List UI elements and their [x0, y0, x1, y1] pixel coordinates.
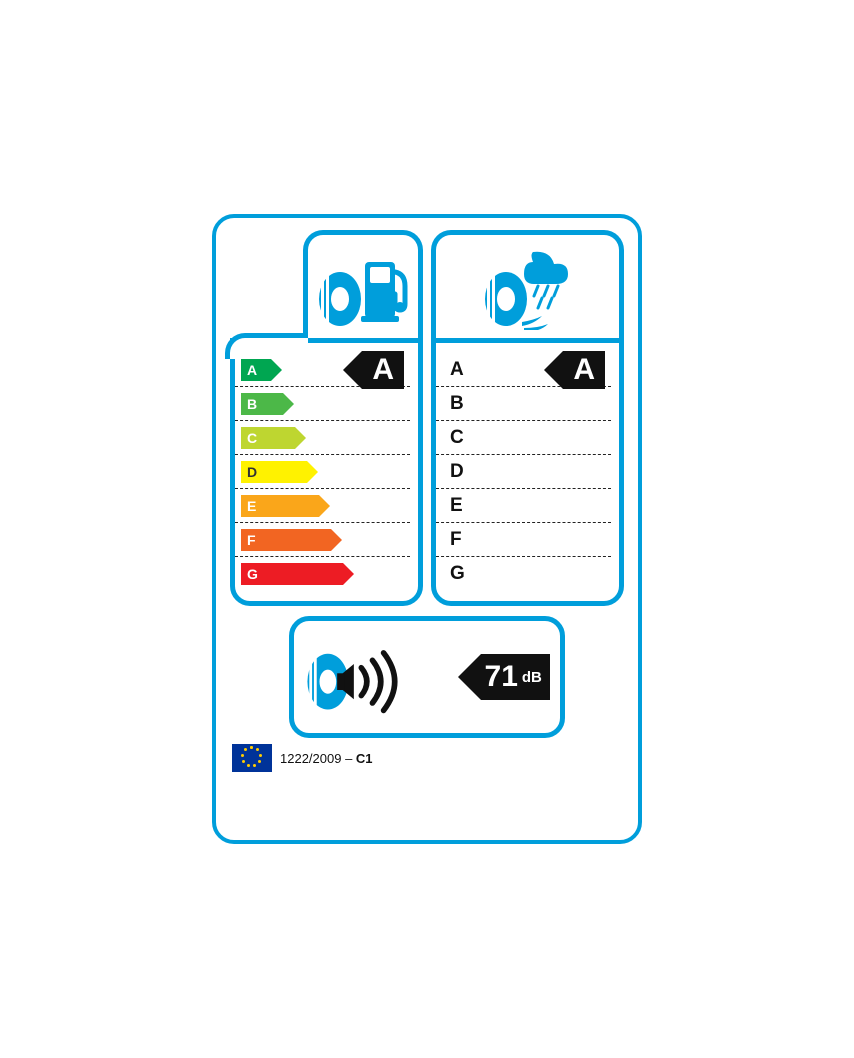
fuel-rating-value: A: [362, 351, 404, 389]
wet-scale-letter: C: [442, 427, 464, 449]
fuel-rating-badge: A: [343, 351, 404, 389]
scale-bar-letter: G: [247, 566, 258, 582]
fuel-efficiency-panel: A A B C D E F G: [230, 230, 423, 606]
tyre-rain-icon: [478, 244, 578, 330]
left-panel-shoulder: [225, 333, 308, 359]
badge-arrow-icon: [458, 654, 481, 700]
tyre-label-card: A A B C D E F G: [212, 214, 642, 844]
scale-bar-g: G: [241, 563, 343, 585]
noise-rating-badge: 71 dB: [458, 654, 550, 700]
noise-unit: dB: [522, 669, 542, 686]
scale-bar-d: D: [241, 461, 307, 483]
scale-bar-b: B: [241, 393, 283, 415]
wet-rating-value: A: [563, 351, 605, 389]
scale-row: D: [235, 455, 410, 489]
badge-arrow-icon: [544, 351, 563, 389]
badge-arrow-icon: [343, 351, 362, 389]
top-panels-row: A A B C D E F G: [230, 230, 624, 606]
wet-grip-body: A A B C D E F G: [431, 338, 624, 606]
tyre-sound-waves-icon: [300, 627, 430, 727]
scale-row: G: [235, 557, 410, 591]
wet-scale-letter: B: [442, 393, 464, 415]
scale-row: F: [235, 523, 410, 557]
scale-row: D: [436, 455, 611, 489]
noise-panel: 71 dB: [289, 616, 565, 738]
fuel-efficiency-header: [303, 230, 423, 338]
scale-bar-e: E: [241, 495, 319, 517]
wet-rating-badge: A: [544, 351, 605, 389]
wet-scale-letter: F: [442, 529, 462, 551]
regulation-number: 1222/2009 –: [280, 751, 356, 766]
scale-row: E: [235, 489, 410, 523]
scale-bar-letter: E: [247, 498, 256, 514]
eu-stars: [241, 747, 263, 769]
eu-flag-icon: [232, 744, 272, 772]
wet-grip-panel: A A B C D E F G: [431, 230, 624, 606]
footer-row: 1222/2009 – C1: [230, 744, 624, 772]
scale-row: C: [436, 421, 611, 455]
scale-bar-a: A: [241, 359, 271, 381]
fuel-efficiency-body: A A B C D E F G: [230, 338, 423, 606]
scale-bar-f: F: [241, 529, 331, 551]
noise-value: 71: [485, 660, 518, 694]
noise-value-box: 71 dB: [481, 654, 550, 700]
scale-row: E: [436, 489, 611, 523]
wet-scale-letter: A: [442, 359, 464, 381]
scale-row: A A: [436, 353, 611, 387]
scale-bar-letter: D: [247, 464, 257, 480]
tyre-fuel-pump-icon: [313, 244, 413, 330]
scale-bar-letter: B: [247, 396, 257, 412]
wet-scale-letter: E: [442, 495, 463, 517]
scale-bar-c: C: [241, 427, 295, 449]
scale-bar-letter: F: [247, 532, 256, 548]
wet-scale-letter: G: [442, 563, 465, 585]
scale-row: G: [436, 557, 611, 591]
wet-grip-header: [431, 230, 624, 338]
scale-row: B: [436, 387, 611, 421]
scale-bar-letter: C: [247, 430, 257, 446]
tyre-class: C1: [356, 751, 373, 766]
scale-row: F: [436, 523, 611, 557]
regulation-text: 1222/2009 – C1: [280, 751, 373, 766]
scale-row: B: [235, 387, 410, 421]
wet-scale-letter: D: [442, 461, 464, 483]
scale-bar-letter: A: [247, 362, 257, 378]
scale-row: C: [235, 421, 410, 455]
